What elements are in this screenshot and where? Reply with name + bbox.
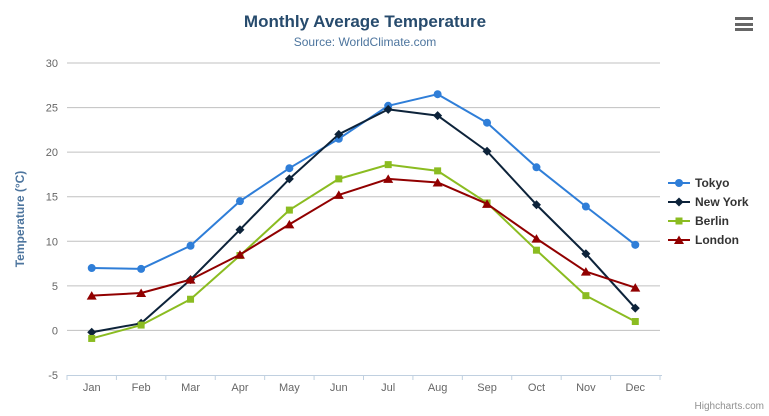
series-point-london[interactable] xyxy=(333,190,344,199)
legend-marker-circle-icon xyxy=(668,178,690,187)
series-point-berlin[interactable] xyxy=(335,175,343,183)
series-point-berlin[interactable] xyxy=(285,206,293,214)
series-point-new-york[interactable] xyxy=(334,129,344,139)
x-axis-label: Jul xyxy=(381,382,395,394)
series-point-berlin[interactable] xyxy=(88,334,96,342)
hamburger-menu-icon[interactable] xyxy=(734,16,754,32)
x-axis-label: May xyxy=(279,382,300,394)
x-axis-label: Jun xyxy=(330,382,348,394)
series-point-london[interactable] xyxy=(383,174,394,183)
series-point-new-york[interactable] xyxy=(87,327,97,337)
series-point-london[interactable] xyxy=(482,199,493,208)
x-axis-label: Apr xyxy=(231,382,248,394)
series-point-berlin[interactable] xyxy=(384,161,392,169)
series-point-new-york[interactable] xyxy=(630,303,640,313)
series-point-new-york[interactable] xyxy=(482,146,492,156)
legend: Tokyo New York Berlin London xyxy=(668,173,749,249)
series-point-berlin[interactable] xyxy=(434,167,442,175)
series-point-tokyo[interactable] xyxy=(87,264,96,273)
series-point-berlin[interactable] xyxy=(187,295,195,303)
x-axis-label: Mar xyxy=(181,382,200,394)
series-line-new-york xyxy=(91,108,637,334)
hamburger-bar xyxy=(735,22,753,26)
legend-label: New York xyxy=(695,194,749,209)
series-point-new-york[interactable] xyxy=(531,200,541,210)
y-axis-label: 10 xyxy=(46,236,58,248)
y-axis-label: 15 xyxy=(46,192,58,204)
series-point-tokyo[interactable] xyxy=(631,240,640,249)
series-point-london[interactable] xyxy=(185,275,196,284)
chart-subtitle: Source: WorldClimate.com xyxy=(293,35,437,49)
series-point-new-york[interactable] xyxy=(383,104,393,114)
series-point-tokyo[interactable] xyxy=(186,241,195,250)
legend-item-tokyo[interactable]: Tokyo xyxy=(668,173,749,192)
series-point-tokyo[interactable] xyxy=(483,118,492,127)
x-axis-label: Dec xyxy=(626,382,646,394)
series-point-london[interactable] xyxy=(531,234,542,243)
x-axis-label: Jan xyxy=(83,382,101,394)
legend-label: Berlin xyxy=(695,213,730,228)
y-axis-title: Temperature (°C) xyxy=(13,171,27,268)
series-point-london[interactable] xyxy=(630,283,641,292)
legend-marker-square-icon xyxy=(668,217,690,224)
x-axis-label: Nov xyxy=(576,382,596,394)
series-line-berlin xyxy=(91,163,636,340)
series-point-london[interactable] xyxy=(136,288,147,297)
x-axis-label: Aug xyxy=(428,382,448,394)
y-axis-label: 20 xyxy=(46,147,58,159)
series-point-tokyo[interactable] xyxy=(137,264,146,273)
series-point-london[interactable] xyxy=(86,291,97,300)
y-axis-label: 5 xyxy=(52,281,58,293)
x-axis-label: Oct xyxy=(528,382,545,394)
hamburger-bar xyxy=(735,28,753,31)
series-point-berlin[interactable] xyxy=(582,292,590,300)
legend-item-berlin[interactable]: Berlin xyxy=(668,211,749,230)
series-point-tokyo[interactable] xyxy=(532,163,541,172)
series-line-london xyxy=(91,177,636,297)
legend-item-new-york[interactable]: New York xyxy=(668,192,749,211)
series-point-new-york[interactable] xyxy=(235,225,245,235)
x-axis-label: Feb xyxy=(132,382,151,394)
legend-item-london[interactable]: London xyxy=(668,230,749,249)
series-point-tokyo[interactable] xyxy=(581,202,590,211)
x-axis-label: Sep xyxy=(477,382,497,394)
hamburger-bar xyxy=(735,17,753,20)
legend-marker-diamond-icon xyxy=(668,197,690,206)
series-point-new-york[interactable] xyxy=(581,249,591,259)
legend-label: London xyxy=(695,232,739,247)
legend-label: Tokyo xyxy=(695,175,730,190)
y-axis-label: 30 xyxy=(46,58,58,70)
series-point-london[interactable] xyxy=(432,177,443,187)
chart-title: Monthly Average Temperature xyxy=(243,12,487,31)
legend-marker-triangle-icon xyxy=(668,235,690,244)
series-point-tokyo[interactable] xyxy=(433,90,442,99)
y-axis-label: 0 xyxy=(52,325,58,337)
series-point-tokyo[interactable] xyxy=(235,197,244,206)
series-point-berlin[interactable] xyxy=(532,246,540,254)
series-point-berlin[interactable] xyxy=(137,321,145,329)
series-point-london[interactable] xyxy=(284,219,295,229)
series-point-new-york[interactable] xyxy=(284,174,294,184)
credits-link[interactable]: Highcharts.com xyxy=(694,401,764,412)
series-point-berlin[interactable] xyxy=(631,318,639,326)
series-line-tokyo xyxy=(91,93,636,270)
series-point-tokyo[interactable] xyxy=(285,164,294,173)
y-axis-label: 25 xyxy=(46,103,58,115)
series-point-london[interactable] xyxy=(580,267,591,276)
series-point-new-york[interactable] xyxy=(433,111,443,121)
y-axis-label: -5 xyxy=(48,370,58,382)
series-point-london[interactable] xyxy=(234,250,245,259)
